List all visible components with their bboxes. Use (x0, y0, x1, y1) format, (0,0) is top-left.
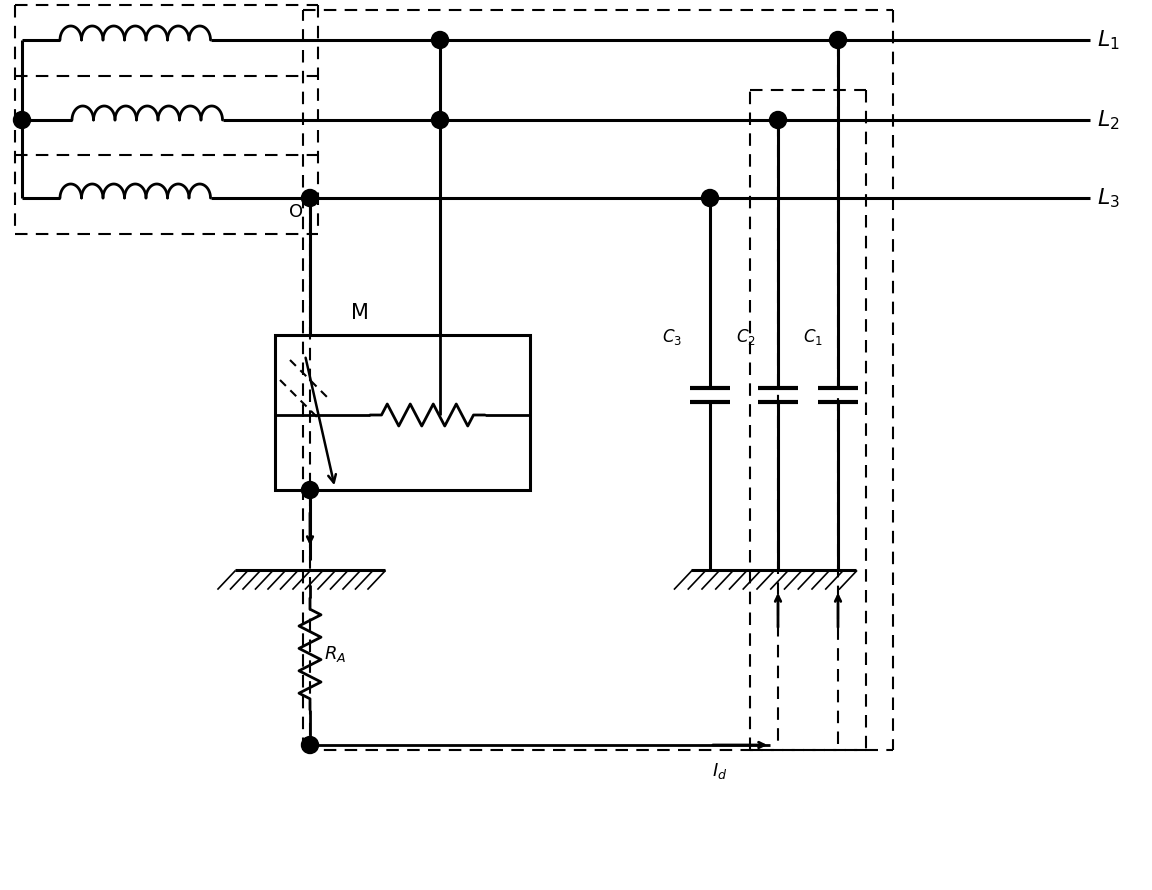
Text: $R_A$: $R_A$ (324, 644, 347, 664)
Circle shape (770, 111, 787, 128)
Text: M: M (351, 303, 369, 323)
Text: $C_1$: $C_1$ (803, 327, 823, 347)
Text: $C_3$: $C_3$ (662, 327, 682, 347)
Circle shape (432, 111, 448, 128)
Circle shape (302, 737, 318, 754)
Circle shape (302, 481, 318, 498)
Circle shape (829, 31, 847, 48)
Circle shape (432, 31, 448, 48)
Circle shape (14, 111, 30, 128)
Circle shape (702, 190, 719, 206)
Text: $L_1$: $L_1$ (1097, 28, 1120, 52)
Text: O: O (289, 203, 303, 221)
Text: $C_2$: $C_2$ (736, 327, 756, 347)
Text: $L_3$: $L_3$ (1097, 186, 1120, 210)
Circle shape (302, 190, 318, 206)
Text: $L_2$: $L_2$ (1097, 109, 1120, 132)
Bar (275, 335, 530, 490)
Text: $I_d$: $I_d$ (712, 761, 728, 781)
